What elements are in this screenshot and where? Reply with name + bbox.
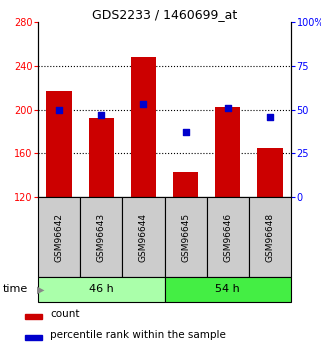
Text: GSM96645: GSM96645 bbox=[181, 213, 190, 262]
Text: ▶: ▶ bbox=[37, 285, 44, 295]
Bar bbox=[257, 148, 282, 197]
Text: time: time bbox=[3, 285, 29, 295]
Text: GSM96646: GSM96646 bbox=[223, 213, 232, 262]
Title: GDS2233 / 1460699_at: GDS2233 / 1460699_at bbox=[92, 8, 237, 21]
Bar bbox=[25, 335, 42, 340]
Bar bbox=[164, 277, 291, 302]
Bar bbox=[249, 197, 291, 277]
Bar bbox=[173, 172, 198, 197]
Text: GSM96648: GSM96648 bbox=[265, 213, 274, 262]
Point bbox=[267, 114, 273, 119]
Text: count: count bbox=[50, 309, 80, 319]
Bar bbox=[131, 57, 156, 197]
Bar bbox=[122, 197, 164, 277]
Bar bbox=[25, 314, 42, 319]
Point bbox=[99, 112, 104, 118]
Bar bbox=[47, 91, 72, 197]
Text: 46 h: 46 h bbox=[89, 285, 114, 295]
Text: percentile rank within the sample: percentile rank within the sample bbox=[50, 330, 226, 340]
Bar bbox=[38, 277, 164, 302]
Point bbox=[225, 105, 230, 110]
Point bbox=[183, 129, 188, 135]
Point bbox=[141, 101, 146, 107]
Text: GSM96642: GSM96642 bbox=[55, 213, 64, 262]
Bar bbox=[38, 197, 80, 277]
Text: GSM96644: GSM96644 bbox=[139, 213, 148, 262]
Text: GSM96643: GSM96643 bbox=[97, 213, 106, 262]
Bar bbox=[215, 107, 240, 197]
Bar bbox=[164, 197, 207, 277]
Bar bbox=[80, 197, 122, 277]
Bar bbox=[207, 197, 249, 277]
Bar bbox=[89, 118, 114, 197]
Text: 54 h: 54 h bbox=[215, 285, 240, 295]
Point bbox=[56, 107, 62, 112]
